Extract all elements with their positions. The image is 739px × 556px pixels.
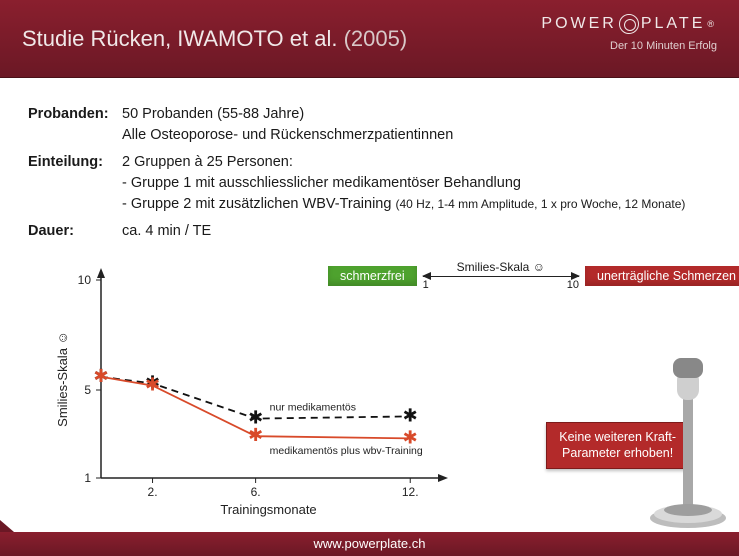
svg-text:5: 5 <box>84 383 91 397</box>
brand-ring-icon <box>619 14 639 34</box>
row-einteilung: Einteilung: 2 Gruppen à 25 Personen: - G… <box>28 152 711 215</box>
svg-text:6.: 6. <box>251 485 261 499</box>
slide-title: Studie Rücken, IWAMOTO et al. (2005) <box>22 26 407 52</box>
slide-header: Studie Rücken, IWAMOTO et al. (2005) POW… <box>0 0 739 78</box>
svg-text:1: 1 <box>84 471 91 485</box>
row-dauer: Dauer: ca. 4 min / TE <box>28 221 711 242</box>
scale-high: 10 <box>567 279 579 291</box>
brand-tagline: Der 10 Minuten Erfolg <box>541 40 717 52</box>
content-area: Probanden: 50 Probanden (55-88 Jahre) Al… <box>0 78 739 540</box>
brand-right: PLATE <box>641 15 706 33</box>
brand-reg: ® <box>707 19 717 29</box>
svg-text:medikamentös plus wbv-Training: medikamentös plus wbv-Training <box>270 445 423 457</box>
svg-text:Smilies-Skala ☺: Smilies-Skala ☺ <box>55 331 70 427</box>
brand-left: POWER <box>541 15 616 33</box>
footer-url: www.powerplate.ch <box>314 536 426 551</box>
dauer-text: ca. 4 min / TE <box>122 221 211 242</box>
brand-block: POWER PLATE ® Der 10 Minuten Erfolg <box>541 14 717 52</box>
svg-text:2.: 2. <box>148 485 158 499</box>
title-main: Studie Rücken, IWAMOTO et al. <box>22 26 337 51</box>
einteilung-label: Einteilung: <box>28 152 122 215</box>
probanden-line1: 50 Probanden (55-88 Jahre) <box>122 106 304 122</box>
einteilung-text: 2 Gruppen à 25 Personen: - Gruppe 1 mit … <box>122 152 685 215</box>
svg-text:12.: 12. <box>402 485 419 499</box>
footer-bar: www.powerplate.ch <box>0 532 739 556</box>
row-probanden: Probanden: 50 Probanden (55-88 Jahre) Al… <box>28 104 711 146</box>
svg-text:Trainingsmonate: Trainingsmonate <box>220 502 316 517</box>
einteilung-line1: 2 Gruppen à 25 Personen: <box>122 154 293 170</box>
svg-text:✱: ✱ <box>93 368 108 388</box>
svg-text:10: 10 <box>78 273 92 287</box>
einteilung-line2: - Gruppe 1 mit ausschliesslicher medikam… <box>122 175 521 191</box>
svg-text:✱: ✱ <box>248 427 263 447</box>
probanden-label: Probanden: <box>28 104 122 146</box>
powerplate-device-icon <box>643 340 733 530</box>
probanden-line2: Alle Osteoporose- und Rückenschmerzpatie… <box>122 127 453 143</box>
einteilung-line3b: (40 Hz, 1-4 mm Amplitude, 1 x pro Woche,… <box>395 197 685 211</box>
svg-text:✱: ✱ <box>145 377 160 397</box>
einteilung-line3a: - Gruppe 2 mit zusätzlichen WBV-Training <box>122 196 395 212</box>
brand-logo: POWER PLATE ® <box>541 14 717 34</box>
svg-text:✱: ✱ <box>403 407 418 427</box>
chart-zone: schmerzfrei Smilies-Skala ☺ 1 10 unerträ… <box>28 260 711 540</box>
svg-text:nur medikamentös: nur medikamentös <box>270 402 356 414</box>
probanden-text: 50 Probanden (55-88 Jahre) Alle Osteopor… <box>122 104 453 146</box>
title-year: (2005) <box>344 26 408 51</box>
line-chart: 1 5 10 2. 6. 12. Trainingsmonate Smilies-Skala … <box>46 260 456 520</box>
pill-pain: unerträgliche Schmerzen <box>585 266 739 286</box>
dauer-label: Dauer: <box>28 221 122 242</box>
